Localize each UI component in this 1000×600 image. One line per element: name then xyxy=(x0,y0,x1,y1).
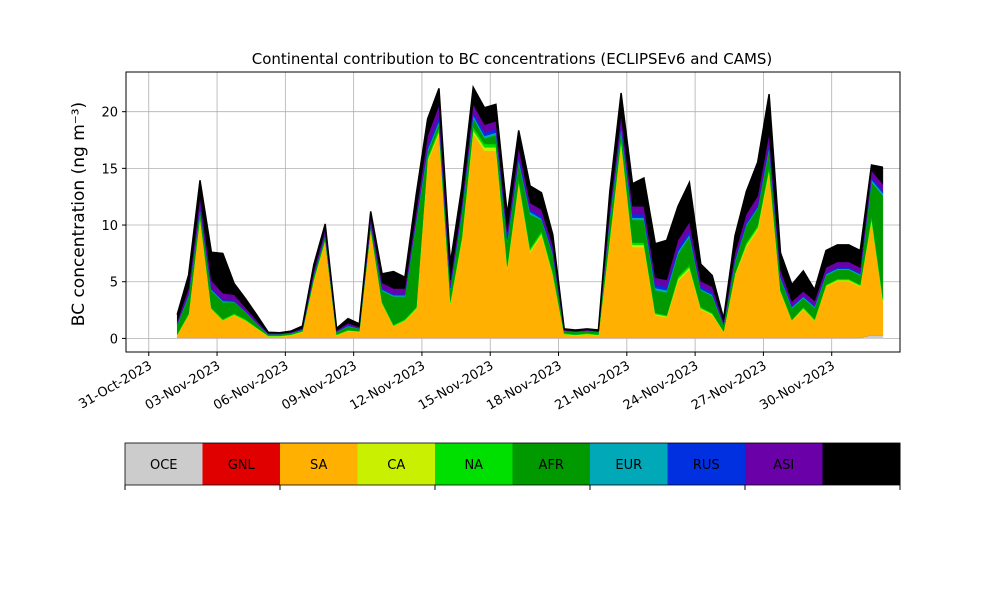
colorbar-cell-rus xyxy=(667,443,746,485)
colorbar-label: NA xyxy=(464,458,483,473)
colorbar-cell-sa xyxy=(280,443,358,485)
x-tick-label: 27-Nov-2023 xyxy=(689,358,769,413)
stacked-areas xyxy=(176,86,884,339)
chart-title: Continental contribution to BC concentra… xyxy=(252,50,773,68)
colorbar-label: AUS xyxy=(848,458,875,473)
x-tick-label: 06-Nov-2023 xyxy=(211,358,291,413)
colorbar-label: CA xyxy=(387,458,405,473)
x-tick-label: 30-Nov-2023 xyxy=(757,358,837,413)
colorbar-cell-gnl xyxy=(202,443,281,485)
y-tick-label: 0 xyxy=(110,332,118,347)
x-tick-label: 09-Nov-2023 xyxy=(279,358,359,413)
colorbar-frame xyxy=(124,442,901,486)
colorbar-label: SA xyxy=(310,458,327,473)
total-line xyxy=(176,84,884,334)
colorbar-cell-asi xyxy=(745,443,823,485)
region-colorbar: OCE GNL SA CA NA AFR EUR RUS ASI AUS xyxy=(124,442,901,490)
y-tick-label: 10 xyxy=(101,219,118,234)
x-tick-label: 31-Oct-2023 xyxy=(76,358,154,412)
colorbar-cell-eur xyxy=(590,443,668,485)
colorbar-label: EUR xyxy=(615,458,642,473)
y-tick-label: 15 xyxy=(101,162,118,177)
y-tick-label: 20 xyxy=(101,106,118,121)
total-outline xyxy=(176,84,884,334)
x-tick-label: 24-Nov-2023 xyxy=(621,358,701,413)
colorbar-label: RUS xyxy=(693,458,720,473)
x-tick-label: 21-Nov-2023 xyxy=(553,358,633,413)
colorbar-cell-afr xyxy=(512,443,591,485)
colorbar-cell-ca xyxy=(357,443,436,485)
y-tick-label: 5 xyxy=(110,276,118,291)
y-axis-label: BC concentration (ng m⁻³) xyxy=(69,102,89,326)
colorbar-label: OCE xyxy=(150,458,178,473)
plot-frame xyxy=(125,71,901,353)
x-tick-label: 03-Nov-2023 xyxy=(143,358,223,413)
x-tick-label: 15-Nov-2023 xyxy=(416,358,496,413)
colorbar-label: ASI xyxy=(773,458,794,473)
colorbar-cell-aus xyxy=(822,443,901,485)
colorbar-label: GNL xyxy=(228,458,256,473)
x-tick-label: 18-Nov-2023 xyxy=(484,358,564,413)
colorbar-cell-oce xyxy=(125,443,203,485)
colorbar-cell-na xyxy=(435,443,513,485)
colorbar-label: AFR xyxy=(539,458,564,473)
x-tick-label: 12-Nov-2023 xyxy=(348,358,428,413)
